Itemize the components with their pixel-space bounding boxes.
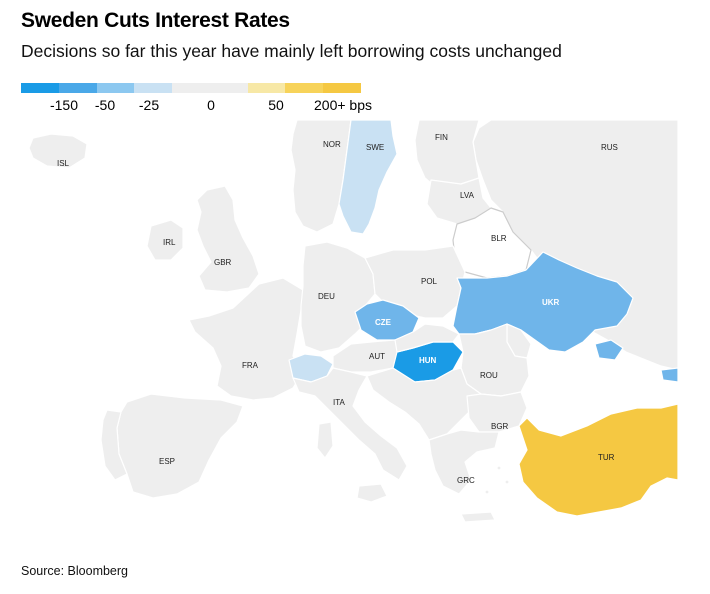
island-sicily bbox=[356, 483, 388, 503]
legend-swatch bbox=[285, 83, 324, 93]
country-label-rou: ROU bbox=[480, 371, 498, 380]
chart-title: Sweden Cuts Interest Rates bbox=[21, 9, 290, 32]
country-label-tur: TUR bbox=[598, 453, 615, 462]
legend-swatch bbox=[247, 83, 286, 93]
country-label-fin: FIN bbox=[435, 133, 448, 142]
country-pol bbox=[364, 245, 466, 319]
legend-label-zero: 0 bbox=[207, 97, 215, 113]
legend-label-200-plus: 200+ bps bbox=[314, 97, 372, 113]
chart-subtitle: Decisions so far this year have mainly l… bbox=[21, 41, 562, 61]
country-label-nor: NOR bbox=[323, 140, 341, 149]
country-label-gbr: GBR bbox=[214, 258, 232, 267]
legend-label-minus-25: -25 bbox=[138, 97, 160, 113]
country-isl bbox=[28, 133, 88, 169]
legend-swatch bbox=[58, 83, 97, 93]
legend-label-minus-50: -50 bbox=[94, 97, 116, 113]
country-tur bbox=[518, 403, 678, 517]
legend-swatches bbox=[21, 83, 362, 93]
island-crete bbox=[460, 511, 496, 523]
country-label-deu: DEU bbox=[318, 292, 335, 301]
legend-swatch bbox=[96, 83, 135, 93]
island-dot bbox=[484, 489, 490, 495]
country-gbr bbox=[196, 185, 260, 293]
country-label-pol: POL bbox=[421, 277, 438, 286]
country-label-irl: IRL bbox=[163, 238, 176, 247]
island-sardinia bbox=[316, 421, 334, 459]
country-label-isl: ISL bbox=[57, 159, 70, 168]
country-label-esp: ESP bbox=[159, 457, 175, 466]
country-label-fra: FRA bbox=[242, 361, 259, 370]
country-bgr bbox=[466, 391, 528, 433]
country-ukr-crimea bbox=[594, 339, 624, 361]
legend-swatch bbox=[209, 83, 248, 93]
country-label-lva: LVA bbox=[460, 191, 475, 200]
country-label-grc: GRC bbox=[457, 476, 475, 485]
country-label-ita: ITA bbox=[333, 398, 346, 407]
country-label-ukr: UKR bbox=[542, 298, 560, 307]
country-label-bgr: BGR bbox=[491, 422, 509, 431]
legend-swatch bbox=[21, 83, 59, 93]
country-label-aut: AUT bbox=[369, 352, 385, 361]
legend-swatch bbox=[134, 83, 173, 93]
country-svk bbox=[394, 323, 460, 353]
country-irl bbox=[146, 219, 184, 261]
country-cze bbox=[354, 299, 420, 341]
europe-map: ISL NOR SWE FIN RUS IRL GBR LVA BLR DEU … bbox=[21, 120, 678, 554]
island-dot bbox=[504, 479, 510, 485]
country-deu bbox=[300, 241, 376, 353]
country-caucasus bbox=[660, 367, 678, 383]
country-swe bbox=[338, 120, 398, 235]
legend-swatch bbox=[172, 83, 210, 93]
map-svg: ISL NOR SWE FIN RUS IRL GBR LVA BLR DEU … bbox=[21, 120, 678, 554]
country-grc bbox=[428, 429, 500, 495]
legend-swatch bbox=[323, 83, 362, 93]
legend-label-minus-150: -150 bbox=[49, 97, 79, 113]
country-label-rus: RUS bbox=[601, 143, 618, 152]
country-label-blr: BLR bbox=[491, 234, 507, 243]
source-note: Source: Bloomberg bbox=[21, 564, 129, 578]
country-label-swe: SWE bbox=[366, 143, 384, 152]
country-prt bbox=[100, 409, 128, 481]
legend-label-50: 50 bbox=[268, 97, 284, 113]
country-label-hun: HUN bbox=[419, 356, 437, 365]
country-ita bbox=[292, 367, 408, 481]
color-legend: -150 -50 -25 0 50 200+ bps bbox=[21, 83, 372, 113]
country-label-cze: CZE bbox=[375, 318, 392, 327]
island-dot bbox=[496, 465, 502, 471]
